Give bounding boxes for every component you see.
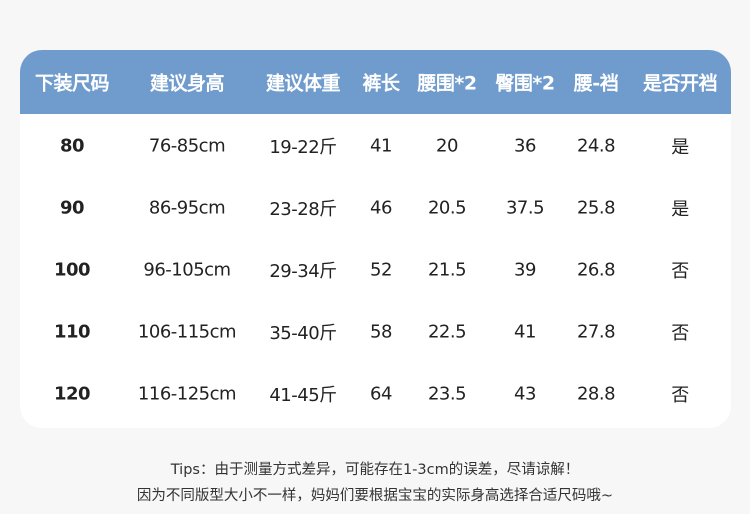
table-cell: 58 bbox=[370, 321, 392, 343]
size-cell: 110 bbox=[53, 321, 91, 343]
table-cell: 35-40斤 bbox=[269, 323, 337, 344]
table-cell: 96-105cm bbox=[143, 259, 231, 281]
tips-line-2: 因为不同版型大小不一样，妈妈们要根据宝宝的实际身高选择合适尺码哦~ bbox=[136, 488, 614, 504]
table-cell: 23-28斤 bbox=[269, 199, 337, 220]
table-cell: 否 bbox=[671, 323, 689, 344]
table-cell: 41-45斤 bbox=[269, 385, 337, 406]
table-cell: 36 bbox=[514, 135, 536, 157]
table-cell: 39 bbox=[514, 259, 536, 281]
column-header: 臀围*2 bbox=[495, 72, 555, 95]
column-header: 腰围*2 bbox=[417, 72, 477, 95]
table-cell: 64 bbox=[370, 383, 392, 405]
size-chart-table: 下装尺码 建议身高 建议体重 裤长 腰围*2 臀围*2 腰-裆 是否开裆 80 76-85cm 1… bbox=[20, 50, 731, 428]
table-cell: 25.8 bbox=[576, 197, 616, 219]
size-cell: 90 bbox=[59, 197, 85, 219]
table-cell: 20.5 bbox=[427, 197, 467, 219]
table-cell: 21.5 bbox=[427, 259, 467, 281]
table-cell: 41 bbox=[370, 135, 392, 157]
table-cell: 23.5 bbox=[427, 383, 467, 405]
column-header: 建议身高 bbox=[149, 72, 225, 95]
table-cell: 是 bbox=[671, 199, 689, 220]
table-cell: 否 bbox=[671, 261, 689, 282]
column-header: 裤长 bbox=[362, 72, 400, 95]
column-header: 是否开裆 bbox=[642, 72, 718, 95]
table-cell: 41 bbox=[514, 321, 536, 343]
table-cell: 46 bbox=[370, 197, 392, 219]
table-cell: 20 bbox=[436, 135, 458, 157]
table-cell: 否 bbox=[671, 385, 689, 406]
column-header: 建议体重 bbox=[265, 72, 341, 95]
table-cell: 106-115cm bbox=[137, 321, 237, 343]
table-cell: 116-125cm bbox=[137, 383, 237, 405]
table-cell: 37.5 bbox=[505, 197, 545, 219]
size-cell: 80 bbox=[59, 135, 85, 157]
table-cell: 86-95cm bbox=[148, 197, 226, 219]
size-cell: 100 bbox=[53, 259, 91, 281]
column-header: 下装尺码 bbox=[34, 72, 110, 95]
table-cell: 是 bbox=[671, 137, 689, 158]
table-cell: 76-85cm bbox=[148, 135, 226, 157]
table-cell: 43 bbox=[514, 383, 536, 405]
table-cell: 24.8 bbox=[576, 135, 616, 157]
table-cell: 29-34斤 bbox=[269, 261, 337, 282]
table-cell: 19-22斤 bbox=[269, 137, 337, 158]
column-header: 腰-裆 bbox=[573, 72, 619, 95]
size-cell: 120 bbox=[53, 383, 91, 405]
table-cell: 28.8 bbox=[576, 383, 616, 405]
table-header: 下装尺码 建议身高 建议体重 裤长 腰围*2 臀围*2 腰-裆 是否开裆 bbox=[20, 50, 731, 114]
table-cell: 26.8 bbox=[576, 259, 616, 281]
tips-line-1: Tips：由于测量方式差异，可能存在1-3cm的误差，尽请谅解！ bbox=[170, 462, 580, 478]
table-cell: 22.5 bbox=[427, 321, 467, 343]
table-cell: 27.8 bbox=[576, 321, 616, 343]
table-cell: 52 bbox=[370, 259, 392, 281]
